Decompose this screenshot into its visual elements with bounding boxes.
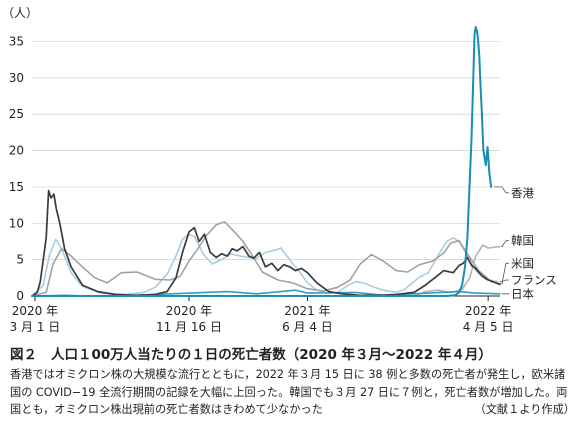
y-tick-label: 20: [9, 144, 24, 158]
y-tick-label: 15: [9, 180, 24, 194]
series-label: 米国: [511, 256, 534, 270]
y-tick-label: 25: [9, 107, 24, 121]
series-leader-line: [501, 262, 509, 285]
x-tick-date: 4 月 5 日: [463, 320, 514, 334]
caption-text: 香港ではオミクロン株の大規模な流行とともに，2022 年３月 15 日に 38 …: [10, 368, 568, 416]
y-tick-label: 0: [16, 289, 24, 303]
x-tick-date: 6 月 4 日: [282, 320, 333, 334]
y-gridlines: [32, 41, 500, 297]
caption-title: 図２ 人口１00万人当たりの１日の死亡者数（2020 年３月～2022 年４月）: [10, 346, 575, 364]
figure-caption: 図２ 人口１00万人当たりの１日の死亡者数（2020 年３月～2022 年４月） …: [10, 346, 575, 419]
series-line: [31, 189, 501, 297]
x-tick-year: 2020 年: [166, 304, 212, 318]
y-tick-labels: 0 5 10 15 20 25 30 35: [9, 35, 24, 303]
series-line: [31, 221, 501, 297]
caption-body: 香港ではオミクロン株の大規模な流行とともに，2022 年３月 15 日に 38 …: [10, 366, 575, 419]
series-label: 香港: [511, 186, 534, 200]
y-tick-label: 30: [9, 71, 24, 85]
y-tick-label: 5: [16, 253, 24, 267]
series-line: [31, 26, 493, 297]
series-leader-line: [500, 279, 509, 282]
caption-source: （文献１より作成）: [474, 403, 575, 416]
figure-number: 図２: [10, 347, 37, 363]
x-tick-labels: 2020 年 3 月 1 日 2020 年 11 月 16 日 2021 年 6 月 4 …: [10, 296, 514, 334]
series-leader-line: [501, 240, 509, 248]
y-axis-unit-label: （人）: [2, 6, 38, 20]
series-label: 韓国: [511, 234, 534, 248]
x-tick-year: 2022 年: [465, 304, 511, 318]
series-leader-line: [494, 186, 509, 194]
x-tick-year: 2020 年: [12, 304, 58, 318]
series-lines: [31, 26, 501, 297]
series-label: フランス: [511, 273, 557, 287]
death-rate-line-chart: （人） 0 5 10 15 20 25 30 35 2020 年 3 月 1 日 2020 年 11…: [2, 6, 557, 334]
y-tick-label: 35: [9, 35, 24, 49]
x-tick-date: 3 月 1 日: [10, 320, 61, 334]
x-tick-date: 11 月 16 日: [156, 320, 222, 334]
x-tick-year: 2021 年: [284, 304, 330, 318]
series-label: 日本: [511, 287, 534, 301]
figure-title: 人口１00万人当たりの１日の死亡者数（2020 年３月～2022 年４月）: [51, 347, 492, 363]
y-tick-label: 10: [9, 216, 24, 230]
